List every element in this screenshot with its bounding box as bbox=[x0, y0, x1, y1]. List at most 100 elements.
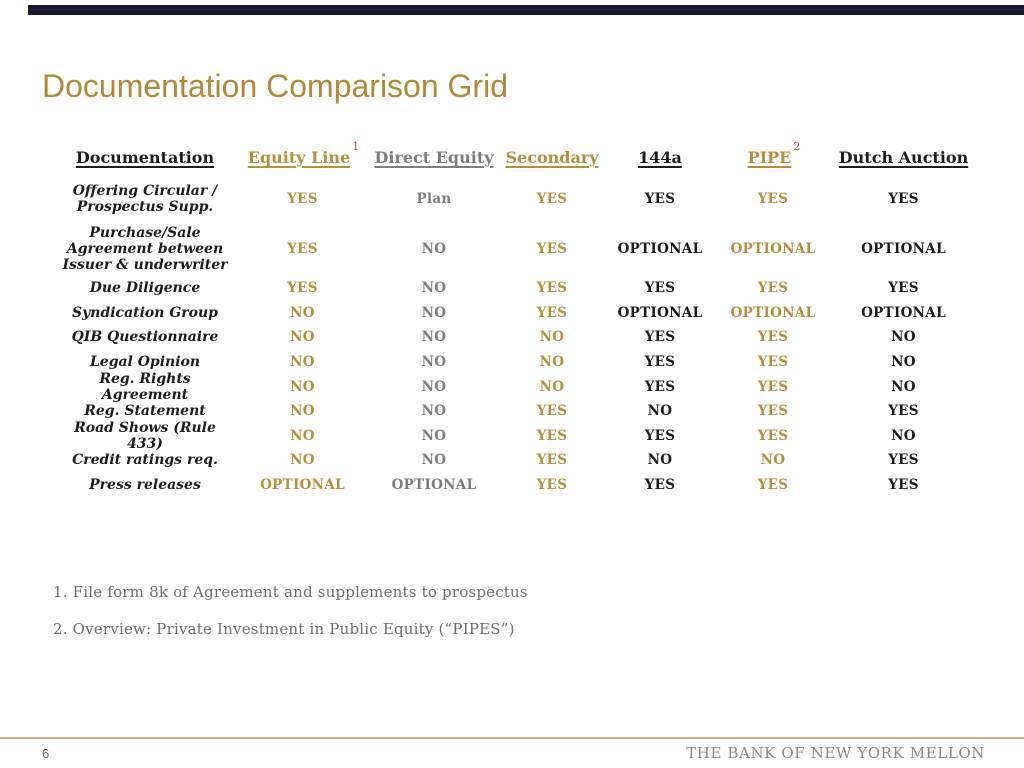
table-cell: YES bbox=[536, 427, 568, 444]
row-label: Press releases bbox=[89, 477, 201, 493]
table-cell: NO bbox=[290, 304, 315, 321]
row-label: Legal Opinion bbox=[89, 354, 201, 371]
column-header-label: Dutch Auction bbox=[838, 148, 969, 167]
table-cell: YES bbox=[536, 403, 568, 420]
table-cell: NO bbox=[290, 354, 315, 371]
table-cell: NO bbox=[421, 403, 447, 420]
row-label: Reg. Statement bbox=[84, 403, 206, 420]
column-header-label: Direct Equity bbox=[374, 148, 494, 167]
column-header: Secondary bbox=[498, 142, 606, 176]
table-cell: OPTIONAL bbox=[730, 241, 816, 257]
table-cell: YES bbox=[644, 427, 676, 444]
table-cell: YES bbox=[536, 477, 568, 494]
table-cell: YES bbox=[536, 452, 568, 469]
row-label: Credit ratings req. bbox=[72, 452, 218, 469]
column-header-label: PIPE bbox=[747, 148, 792, 167]
row-label: Syndication Group bbox=[72, 304, 218, 321]
table-cell: YES bbox=[757, 378, 789, 395]
row-label: Due Diligence bbox=[89, 280, 201, 297]
table-cell: YES bbox=[888, 280, 919, 297]
page-title: Documentation Comparison Grid bbox=[42, 68, 508, 104]
table-cell: NO bbox=[421, 378, 447, 395]
table-cell: YES bbox=[888, 191, 919, 207]
table-cell: YES bbox=[536, 280, 568, 297]
table-cell: NO bbox=[290, 427, 315, 444]
table-cell: YES bbox=[287, 241, 318, 257]
column-header: Equity Line 1 bbox=[235, 140, 370, 176]
table-cell: NO bbox=[539, 329, 565, 346]
table-cell: YES bbox=[888, 403, 919, 420]
table-cell: OPTIONAL bbox=[730, 304, 816, 321]
table-cell: OPTIONAL bbox=[861, 241, 946, 257]
page-number: 6 bbox=[42, 746, 50, 761]
column-header: Direct Equity bbox=[370, 142, 498, 176]
table-cell: YES bbox=[757, 191, 789, 207]
table-cell: YES bbox=[757, 280, 789, 297]
table-cell: NO bbox=[647, 403, 673, 420]
table-cell: YES bbox=[536, 241, 568, 257]
table-cell: YES bbox=[888, 452, 919, 469]
table-cell: YES bbox=[644, 329, 676, 346]
column-header: Dutch Auction bbox=[832, 142, 975, 176]
table-cell: YES bbox=[757, 403, 789, 420]
table-cell: YES bbox=[888, 477, 919, 494]
comparison-table: Documentation Equity Line 1 Direct Equity Se… bbox=[55, 140, 975, 497]
table-cell: NO bbox=[539, 378, 565, 395]
row-label: Reg. Rights Agreement bbox=[99, 370, 191, 403]
table-cell: YES bbox=[287, 280, 318, 297]
column-header-label: Documentation bbox=[75, 148, 215, 167]
row-label: Purchase/Sale Agreement between Issuer &… bbox=[62, 224, 228, 274]
column-header-label: Equity Line bbox=[247, 148, 351, 167]
column-header: PIPE 2 bbox=[714, 140, 832, 176]
table-cell: YES bbox=[757, 354, 789, 371]
top-accent-bar bbox=[28, 5, 1024, 15]
table-cell: NO bbox=[891, 427, 916, 444]
table-cell: NO bbox=[421, 304, 447, 321]
footnote-2: 2. Overview: Private Investment in Publi… bbox=[53, 620, 515, 638]
footnote-ref: 2 bbox=[793, 140, 801, 153]
column-header: 144a bbox=[606, 142, 714, 176]
table-cell: NO bbox=[539, 354, 565, 371]
column-header: Documentation bbox=[55, 142, 235, 176]
brand-name: THE BANK OF NEW YORK MELLON bbox=[686, 744, 985, 762]
row-label: QIB Questionnaire bbox=[71, 329, 219, 346]
table-cell: NO bbox=[891, 329, 916, 346]
table-cell: YES bbox=[644, 354, 676, 371]
table-cell: NO bbox=[421, 241, 447, 257]
table-cell: OPTIONAL bbox=[617, 304, 703, 321]
table-cell: YES bbox=[644, 378, 676, 395]
table-cell: NO bbox=[290, 329, 315, 346]
table-cell: YES bbox=[644, 477, 676, 494]
footnote-1: 1. File form 8k of Agreement and supplem… bbox=[53, 583, 528, 601]
table-cell: NO bbox=[290, 452, 315, 469]
table-cell: NO bbox=[421, 329, 447, 346]
table-cell: OPTIONAL bbox=[617, 241, 703, 257]
table-cell: NO bbox=[290, 378, 315, 395]
table-cell: YES bbox=[757, 329, 789, 346]
table-cell: NO bbox=[891, 354, 916, 371]
table-cell: YES bbox=[644, 191, 676, 207]
table-cell: NO bbox=[421, 280, 447, 297]
table-cell: YES bbox=[536, 304, 568, 321]
table-cell: NO bbox=[421, 354, 447, 371]
footer-divider bbox=[0, 737, 1024, 739]
table-cell: YES bbox=[287, 191, 318, 207]
table-cell: YES bbox=[536, 191, 568, 207]
column-header-label: 144a bbox=[638, 148, 682, 167]
table-cell: NO bbox=[760, 452, 786, 469]
table-cell: NO bbox=[290, 403, 315, 420]
row-label: Offering Circular / Prospectus Supp. bbox=[72, 182, 218, 215]
table-cell: NO bbox=[421, 452, 447, 469]
footnote-ref: 1 bbox=[352, 140, 360, 153]
column-header-label: Secondary bbox=[505, 148, 599, 167]
table-cell: OPTIONAL bbox=[861, 304, 946, 321]
table-cell: YES bbox=[757, 427, 789, 444]
table-cell: YES bbox=[644, 280, 676, 297]
table-cell: NO bbox=[421, 427, 447, 444]
table-cell: NO bbox=[647, 452, 673, 469]
row-label: Road Shows (Rule 433) bbox=[74, 419, 216, 452]
table-cell: OPTIONAL bbox=[391, 477, 477, 494]
table-cell: NO bbox=[891, 378, 916, 395]
table-cell: Plan bbox=[416, 191, 452, 207]
